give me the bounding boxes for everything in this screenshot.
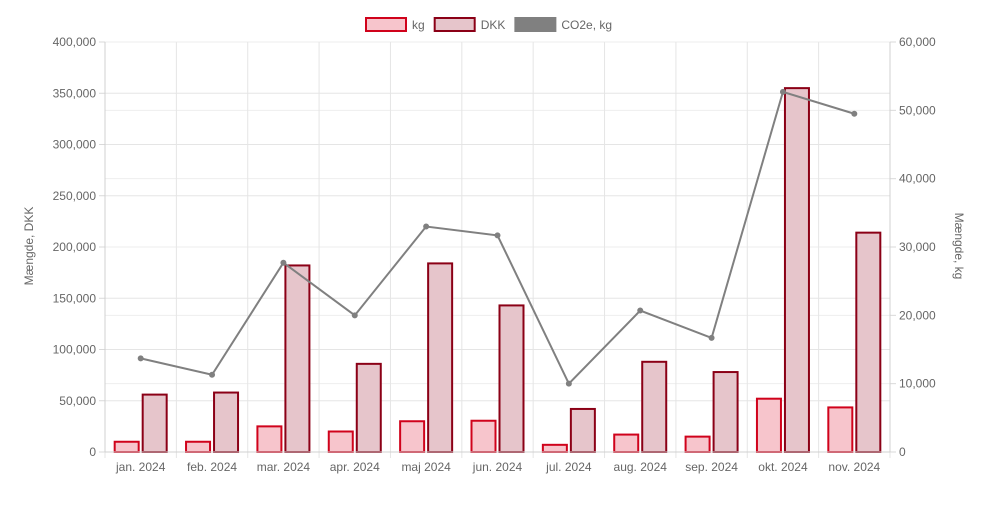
x-tick-label: apr. 2024: [330, 460, 380, 474]
bar-kg: [256, 425, 283, 453]
x-tick-label: feb. 2024: [187, 460, 237, 474]
bar-kg: [755, 397, 782, 454]
bar-kg: [327, 430, 354, 453]
y-tick-label-right: 0: [899, 445, 906, 459]
x-tick-label: mar. 2024: [257, 460, 311, 474]
bar-dkk: [427, 262, 454, 453]
axes: 0 50,000 100,000 150,000 200,000 250,000 300,0…: [53, 35, 936, 474]
x-tick-label: jun. 2024: [472, 460, 523, 474]
co2-point: [351, 312, 358, 319]
legend-label: kg: [412, 18, 425, 32]
y-tick-label-left: 0: [89, 445, 96, 459]
x-tick-label: jul. 2024: [545, 460, 592, 474]
co2-point: [137, 355, 144, 362]
y-tick-label-left: 200,000: [53, 240, 97, 254]
legend[interactable]: kg DKK CO2e, kg: [365, 17, 612, 32]
bar-dkk: [284, 264, 311, 454]
legend-swatch: [433, 17, 476, 32]
y-tick-label-right: 60,000: [899, 35, 936, 49]
bar-dkk: [855, 231, 882, 453]
bar-dkk: [141, 393, 168, 454]
co2-line: [137, 88, 858, 387]
legend-label: CO2e, kg: [561, 18, 612, 32]
legend-item[interactable]: DKK: [433, 17, 506, 32]
bar-kg: [185, 440, 212, 453]
bar-dkk: [355, 362, 382, 454]
co2-point: [851, 110, 858, 117]
co2-point: [494, 232, 501, 239]
x-tick-label: okt. 2024: [758, 460, 808, 474]
bar-dkk: [712, 371, 739, 453]
y-tick-label-right: 40,000: [899, 172, 936, 186]
y-tick-label-left: 100,000: [53, 343, 97, 357]
y-axis-left-title: Mængde, DKK: [22, 207, 36, 286]
x-tick-label: jan. 2024: [115, 460, 166, 474]
y-axis-right-title: Mængde, kg: [952, 213, 966, 280]
co2-point: [565, 380, 572, 387]
co2-point: [637, 307, 644, 314]
co2-point: [280, 259, 287, 266]
co2-point: [209, 371, 216, 378]
co2-point: [708, 334, 715, 341]
bars: [113, 87, 882, 454]
grid: [104, 41, 891, 458]
y-tick-label-right: 20,000: [899, 308, 936, 322]
bar-dkk: [569, 407, 596, 454]
y-tick-label-left: 350,000: [53, 86, 97, 100]
bar-dkk: [783, 87, 810, 453]
co2-point: [779, 88, 786, 95]
y-tick-label-right: 30,000: [899, 240, 936, 254]
bar-kg: [399, 420, 426, 453]
legend-item[interactable]: CO2e, kg: [514, 17, 612, 32]
legend-swatch: [365, 17, 407, 32]
x-tick-label: nov. 2024: [828, 460, 880, 474]
bar-dkk: [498, 304, 525, 453]
bar-kg: [684, 435, 711, 453]
co2-point: [423, 223, 430, 230]
legend-swatch: [514, 17, 557, 32]
legend-item[interactable]: kg: [365, 17, 425, 32]
y-tick-label-left: 150,000: [53, 291, 97, 305]
y-tick-label-right: 10,000: [899, 377, 936, 391]
x-tick-label: maj 2024: [401, 460, 451, 474]
bar-dkk: [641, 360, 668, 453]
bar-kg: [470, 419, 497, 453]
y-tick-label-right: 50,000: [899, 103, 936, 117]
bar-dkk: [213, 391, 240, 453]
x-tick-label: aug. 2024: [614, 460, 668, 474]
bar-kg: [113, 440, 140, 453]
bar-kg: [827, 406, 854, 454]
bar-kg: [613, 433, 640, 454]
y-tick-label-left: 400,000: [53, 35, 97, 49]
y-tick-label-left: 250,000: [53, 189, 97, 203]
legend-label: DKK: [481, 18, 506, 32]
bar-kg: [541, 443, 568, 454]
x-tick-label: sep. 2024: [685, 460, 738, 474]
y-tick-label-left: 50,000: [59, 394, 96, 408]
y-tick-label-left: 300,000: [53, 138, 97, 152]
